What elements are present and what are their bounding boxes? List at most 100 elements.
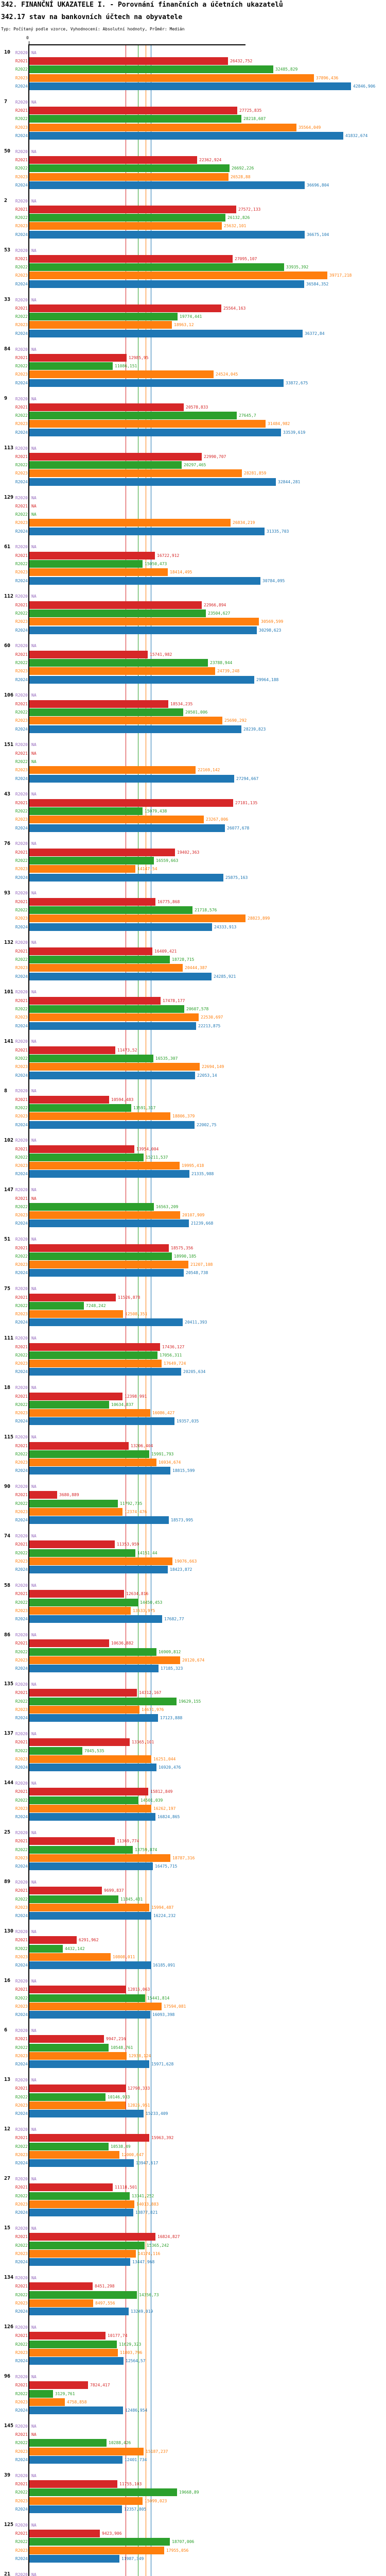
bar-row-R2023: R2023 14147,54	[0, 865, 386, 873]
year-label-R2022: R2022	[15, 907, 28, 912]
bar-row-R2022: R2022 16909,812	[0, 1648, 386, 1656]
bar-row-R2021: R2021 18575,356	[0, 1244, 386, 1252]
group-113: 113 R2020 NA R2021 22990,707 R2022 20297,465 R2…	[0, 444, 386, 486]
group-89: 89 R2020 NA R2021 9699,837 R2022 11845,431 R202…	[0, 1878, 386, 1920]
year-label-R2020: R2020	[15, 2028, 28, 2033]
year-label-R2023: R2023	[15, 965, 28, 971]
bar-row-R2021: R2021 3680,889	[0, 1491, 386, 1499]
bar-row-R2021: R2021 13365,101	[0, 1738, 386, 1747]
bar-R2021	[29, 353, 127, 362]
bar-R2021	[29, 1293, 116, 1301]
year-label-R2021: R2021	[15, 2136, 28, 2141]
bar-row-R2020: R2020 NA	[0, 296, 386, 304]
bar-value-label: 13249,019	[131, 2309, 153, 2314]
bar-value-label: 16563,209	[156, 1204, 179, 1209]
bar-value-label: 9699,837	[104, 1888, 124, 1893]
bar-value-label: 18534,235	[170, 701, 193, 706]
bar-row-R2020: R2020 NA	[0, 444, 386, 452]
bar-value-label: 11369,774	[117, 1839, 139, 1844]
bar-value-label: 11755,103	[119, 2482, 142, 2487]
bar-value-label: 39717,218	[329, 273, 352, 278]
bar-row-R2021: R2021 16775,868	[0, 897, 386, 906]
year-label-R2023: R2023	[15, 1262, 28, 1267]
bar-R2024	[29, 923, 212, 931]
bar-R2022	[29, 2439, 107, 2447]
year-label-R2022: R2022	[15, 710, 28, 715]
year-label-R2024: R2024	[15, 825, 28, 831]
bar-R2024	[29, 280, 304, 288]
bar-row-R2024: R2024 18815,599	[0, 1467, 386, 1475]
bar-R2021	[29, 996, 161, 1005]
bar-row-R2020: R2020 NA	[0, 494, 386, 502]
year-label-R2020: R2020	[15, 2522, 28, 2528]
bar-row-R2024: R2024 17682,77	[0, 1615, 386, 1623]
bar-value-label: 10288,426	[109, 2441, 131, 2446]
bar-row-R2021: R2021 7824,417	[0, 2381, 386, 2389]
year-label-R2022: R2022	[15, 67, 28, 72]
bar-R2023	[29, 2299, 93, 2307]
bar-row-R2023: R2023 20107,909	[0, 1211, 386, 1219]
bar-R2023	[29, 1903, 149, 1911]
group-id-label: 16	[4, 1978, 11, 1984]
group-15: 15 R2020 NA R2021 16824,827 R2022 15365,242 R20…	[0, 2224, 386, 2266]
bar-value-label: 16251,044	[153, 1757, 176, 1761]
year-label-R2020: R2020	[15, 940, 28, 945]
bar-value-label: 10594,483	[111, 1097, 134, 1102]
bar-row-R2023: R2023 14013,883	[0, 2200, 386, 2208]
bar-R2022	[29, 856, 154, 865]
group-132: 132 R2020 NA R2021 16409,421 R2022 18728,715 R2…	[0, 939, 386, 980]
bar-value-label: 22362,924	[199, 157, 222, 162]
bar-value-label: 16722,912	[157, 553, 180, 558]
year-label-R2022: R2022	[15, 1204, 28, 1209]
group-id-label: 144	[4, 1780, 14, 1786]
bar-row-R2021: R2021 9699,837	[0, 1887, 386, 1895]
bar-row-R2023: R2023 12000,647	[0, 2150, 386, 2159]
bar-value-label: 36584,352	[306, 281, 329, 286]
bar-value-label: 32485,829	[275, 67, 298, 72]
bar-R2022	[29, 1796, 138, 1804]
bar-value-label: 17649,724	[164, 1361, 186, 1366]
bar-row-R2022: R2022 28218,607	[0, 115, 386, 123]
bar-value-label: 31335,703	[267, 529, 289, 534]
bar-value-label: 13447,968	[132, 2260, 155, 2265]
year-label-R2020: R2020	[15, 891, 28, 896]
year-label-R2020: R2020	[15, 742, 28, 748]
na-value-label: NA	[31, 759, 37, 765]
bar-R2023	[29, 2546, 164, 2554]
bar-row-R2024: R2024 19357,035	[0, 1417, 386, 1426]
bar-row-R2020: R2020 NA	[0, 1977, 386, 1985]
bar-row-R2024: R2024 12401,734	[0, 2455, 386, 2464]
bar-R2023	[29, 1310, 123, 1318]
bar-row-R2023: R2023 4758,858	[0, 2398, 386, 2406]
bar-row-R2024: R2024 20205,634	[0, 1368, 386, 1376]
group-id-label: 6	[4, 2027, 8, 2033]
year-label-R2024: R2024	[15, 2012, 28, 2018]
bar-value-label: 16824,865	[157, 1815, 180, 1820]
bar-row-R2021: R2021 12985,95	[0, 353, 386, 362]
na-value-label: NA	[31, 248, 37, 253]
bar-row-R2022: R2022 19774,441	[0, 313, 386, 321]
group-id-label: 135	[4, 1681, 14, 1687]
bar-R2023	[29, 667, 215, 675]
bar-R2022	[29, 214, 225, 222]
year-label-R2024: R2024	[15, 133, 28, 138]
year-label-R2024: R2024	[15, 2309, 28, 2314]
bar-row-R2021: R2021 22990,707	[0, 452, 386, 461]
bar-R2024	[29, 82, 351, 90]
bar-row-R2024: R2024 25875,163	[0, 873, 386, 882]
bar-R2024	[29, 2110, 144, 2118]
year-label-R2020: R2020	[15, 2424, 28, 2429]
year-label-R2022: R2022	[15, 1105, 28, 1110]
bar-value-label: 24739,248	[217, 669, 240, 674]
bar-R2024	[29, 1318, 183, 1327]
year-label-R2020: R2020	[15, 1682, 28, 1687]
bar-row-R2021: R2021 11755,103	[0, 2480, 386, 2488]
bar-value-label: 11803,796	[120, 2350, 143, 2355]
year-label-R2024: R2024	[15, 479, 28, 484]
bar-row-R2020: R2020 NA	[0, 98, 386, 106]
year-label-R2020: R2020	[15, 643, 28, 649]
bar-row-R2022: R2022 17056,311	[0, 1351, 386, 1359]
group-id-label: 15	[4, 2225, 11, 2231]
bar-value-label: 11845,431	[120, 1896, 143, 1902]
